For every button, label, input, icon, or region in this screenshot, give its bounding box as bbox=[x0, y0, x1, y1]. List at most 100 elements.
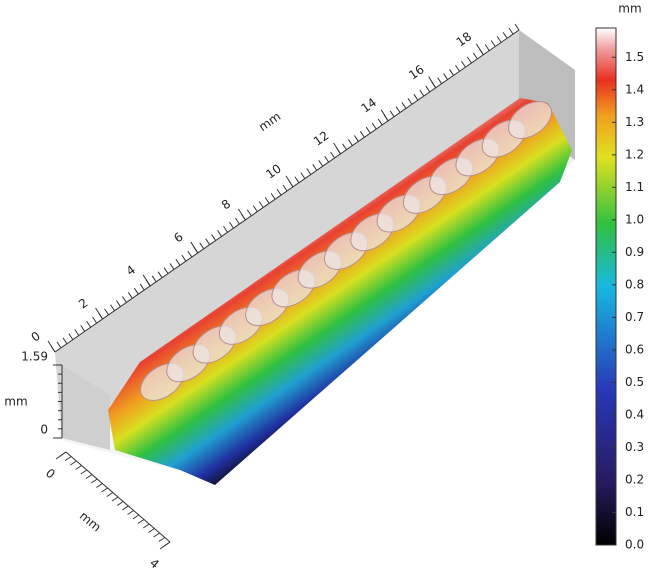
x-minor-tick bbox=[455, 65, 460, 72]
x-minor-tick bbox=[169, 263, 175, 270]
x-minor-tick bbox=[502, 31, 508, 39]
y-minor-tick bbox=[101, 487, 108, 493]
x-minor-tick bbox=[270, 192, 276, 200]
x-tick bbox=[380, 109, 389, 122]
x-tick bbox=[47, 340, 56, 353]
colorbar-tick-label: 0.9 bbox=[625, 245, 644, 259]
x-minor-tick bbox=[395, 106, 401, 113]
x-minor-tick bbox=[461, 60, 466, 68]
weld-bead bbox=[108, 98, 572, 485]
x-minor-tick bbox=[86, 320, 92, 328]
colorbar-tick-label: 0.6 bbox=[625, 342, 644, 356]
y-minor-tick bbox=[64, 456, 72, 461]
x-minor-tick bbox=[133, 287, 139, 295]
x-tick-label: 2 bbox=[76, 296, 90, 312]
x-minor-tick bbox=[348, 139, 353, 146]
y-minor-tick bbox=[111, 496, 119, 502]
x-tick-label: 8 bbox=[219, 197, 233, 213]
x-minor-tick bbox=[127, 292, 133, 299]
x-minor-tick bbox=[407, 98, 413, 105]
x-minor-tick bbox=[252, 205, 258, 212]
ripples bbox=[140, 101, 552, 401]
left-wall bbox=[62, 365, 110, 450]
colorbar-tick-label: 0.8 bbox=[625, 277, 644, 291]
y-minor-tick bbox=[80, 469, 88, 475]
x-minor-tick bbox=[377, 118, 383, 126]
x-minor-tick bbox=[163, 267, 169, 274]
colorbar-tick-label: 0.4 bbox=[625, 407, 644, 421]
x-tick bbox=[95, 307, 104, 320]
y-minor-tick bbox=[148, 528, 155, 533]
colorbar-label: mm bbox=[618, 2, 641, 16]
z-tick-label: 1.59 bbox=[21, 350, 48, 364]
x-minor-tick bbox=[472, 52, 478, 60]
colorbar-tick-label: 0.1 bbox=[625, 505, 644, 519]
y-tick-label: 0 bbox=[43, 466, 58, 482]
x-tick-label: 14 bbox=[359, 95, 380, 115]
x-minor-tick bbox=[371, 122, 377, 130]
x-minor-tick bbox=[217, 230, 222, 237]
x-minor-tick bbox=[56, 341, 62, 349]
colorbar-tick-label: 0.2 bbox=[625, 472, 644, 486]
x-minor-tick bbox=[62, 337, 68, 345]
x-tick-label: 0 bbox=[29, 329, 43, 345]
y-minor-tick bbox=[127, 510, 134, 515]
x-minor-tick bbox=[181, 254, 187, 262]
x-minor-tick bbox=[104, 308, 109, 316]
x-tick bbox=[237, 208, 246, 221]
x-minor-tick bbox=[419, 89, 425, 97]
x-minor-tick bbox=[359, 131, 365, 138]
y-minor-tick bbox=[85, 474, 93, 479]
y-axis-label: mm bbox=[77, 509, 104, 535]
x-minor-tick bbox=[413, 93, 419, 101]
x-minor-tick bbox=[68, 333, 74, 340]
x-minor-tick bbox=[437, 77, 443, 84]
y-minor-tick bbox=[153, 532, 160, 538]
x-minor-tick bbox=[151, 275, 157, 283]
x-minor-tick bbox=[443, 73, 449, 80]
y-minor-tick bbox=[96, 483, 103, 488]
x-minor-tick bbox=[80, 325, 86, 332]
x-minor-tick bbox=[365, 126, 371, 134]
x-minor-tick bbox=[187, 250, 193, 258]
x-minor-tick bbox=[324, 155, 330, 163]
x-tick-label: 10 bbox=[263, 161, 284, 181]
colorbar-tick-label: 1.3 bbox=[625, 115, 644, 129]
x-minor-tick bbox=[353, 135, 359, 142]
y-minor-tick bbox=[158, 537, 166, 542]
x-tick-label: 4 bbox=[124, 263, 138, 279]
x-minor-tick bbox=[496, 36, 502, 43]
x-minor-tick bbox=[264, 197, 270, 204]
x-minor-tick bbox=[425, 85, 431, 93]
x-minor-tick bbox=[466, 56, 472, 64]
x-minor-tick bbox=[223, 226, 228, 233]
colorbar-tick-label: 0.5 bbox=[625, 375, 644, 389]
x-minor-tick bbox=[92, 316, 98, 324]
x-minor-tick bbox=[110, 304, 115, 311]
x-minor-tick bbox=[74, 329, 80, 336]
x-tick bbox=[142, 274, 151, 287]
colorbar-tick-label: 0.3 bbox=[625, 440, 644, 454]
x-minor-tick bbox=[205, 238, 211, 245]
x-minor-tick bbox=[294, 176, 300, 184]
x-tick bbox=[190, 241, 199, 254]
x-tick bbox=[333, 142, 341, 155]
x-minor-tick bbox=[175, 259, 181, 266]
x-minor-tick bbox=[484, 44, 490, 51]
x-axis-label: mm bbox=[256, 109, 283, 134]
x-minor-tick bbox=[449, 69, 454, 76]
x-minor-tick bbox=[306, 168, 312, 175]
x-minor-tick bbox=[300, 172, 306, 179]
x-minor-tick bbox=[389, 110, 395, 117]
colorbar-tick-label: 0.7 bbox=[625, 310, 644, 324]
back-wall bbox=[55, 30, 519, 438]
x-minor-tick bbox=[211, 234, 217, 241]
y-minor-tick bbox=[90, 478, 98, 484]
x-minor-tick bbox=[199, 242, 205, 250]
x-tick-label: 16 bbox=[406, 62, 427, 82]
x-minor-tick bbox=[246, 209, 252, 217]
x-minor-tick bbox=[318, 159, 324, 167]
x-tick bbox=[285, 175, 294, 188]
colorbar-tick-label: 1.1 bbox=[625, 180, 644, 194]
x-minor-tick bbox=[342, 143, 347, 150]
